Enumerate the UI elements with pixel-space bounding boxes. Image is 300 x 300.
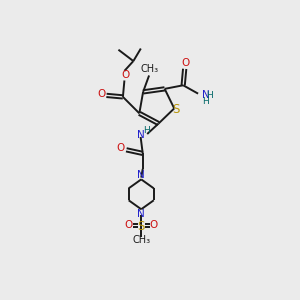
Text: CH₃: CH₃ xyxy=(141,64,159,74)
Text: O: O xyxy=(121,70,129,80)
Text: N: N xyxy=(137,170,145,180)
Text: S: S xyxy=(137,220,145,233)
Text: N: N xyxy=(202,90,210,100)
Text: O: O xyxy=(117,143,125,153)
Text: H: H xyxy=(206,91,213,100)
Text: H: H xyxy=(142,126,149,135)
Text: N: N xyxy=(137,130,145,140)
Text: O: O xyxy=(124,220,133,230)
Text: CH₃: CH₃ xyxy=(132,235,150,245)
Text: S: S xyxy=(172,103,179,116)
Text: O: O xyxy=(97,89,105,99)
Text: O: O xyxy=(181,58,189,68)
Text: O: O xyxy=(150,220,158,230)
Text: H: H xyxy=(202,97,209,106)
Text: N: N xyxy=(137,209,145,219)
